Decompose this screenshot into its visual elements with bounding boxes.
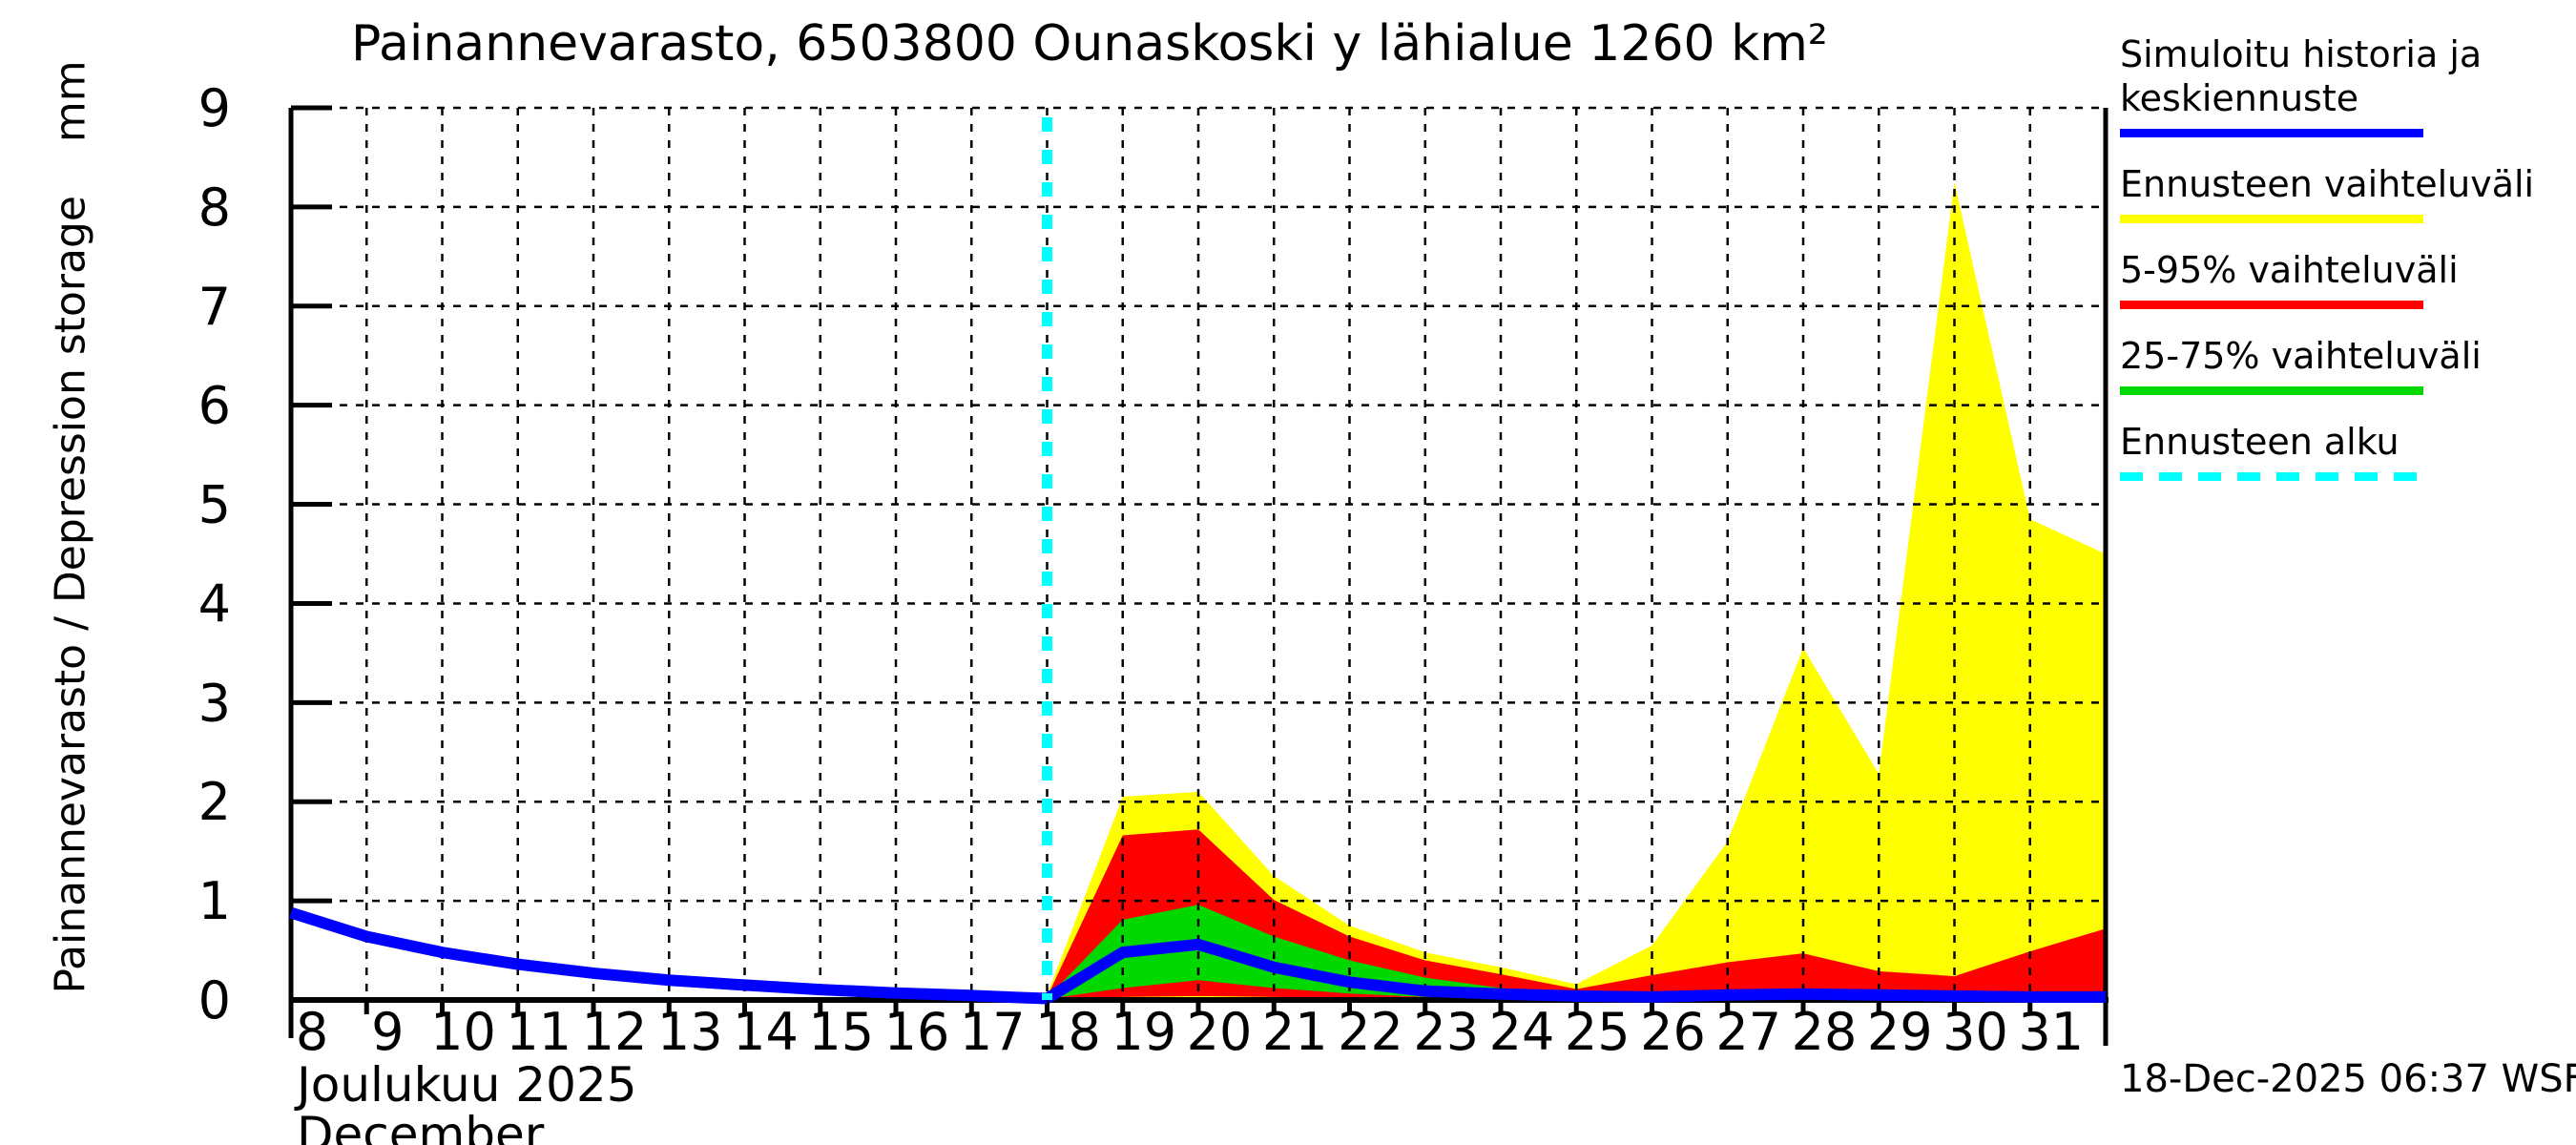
x-tick-label-29: 29	[1867, 1002, 1933, 1062]
x-tick-label-27: 27	[1715, 1002, 1781, 1062]
y-tick-label-5: 5	[198, 475, 231, 535]
legend: Simuloitu historia ja keskiennuste Ennus…	[2120, 32, 2568, 506]
x-tick-label-14: 14	[733, 1002, 799, 1062]
forecast-median-line	[1044, 938, 2106, 1004]
x-tick-label-31: 31	[2018, 1002, 2084, 1062]
x-tick-label-30: 30	[1942, 1002, 2008, 1062]
x-axis-month-label-finnish: Joulukuu 2025	[297, 1057, 637, 1113]
x-tick-label-26: 26	[1640, 1002, 1706, 1062]
legend-swatch-forecast-range	[2120, 215, 2423, 223]
legend-item-forecast-start: Ennusteen alku	[2120, 420, 2568, 481]
legend-label-history: Simuloitu historia ja keskiennuste	[2120, 33, 2483, 119]
x-tick-label-9: 9	[371, 1002, 404, 1062]
x-tick-label-24: 24	[1489, 1002, 1555, 1062]
x-tick-label-21: 21	[1262, 1002, 1328, 1062]
y-tick-label-0: 0	[198, 970, 231, 1030]
y-tick-label-3: 3	[198, 673, 231, 733]
chart-title: Painannevarasto, 6503800 Ounaskoski y lä…	[351, 15, 1828, 73]
legend-label-forecast-range: Ennusteen vaihteluväli	[2120, 163, 2535, 205]
legend-swatch-5-95-range	[2120, 301, 2423, 309]
y-tick-label-4: 4	[198, 573, 231, 634]
y-tick-label-6: 6	[198, 376, 231, 436]
x-tick-label-8: 8	[296, 1002, 328, 1062]
x-tick-label-16: 16	[884, 1002, 950, 1062]
y-tick-label-7: 7	[198, 277, 231, 337]
x-tick-label-23: 23	[1413, 1002, 1479, 1062]
history-median-line	[289, 906, 1048, 1005]
x-tick-label-15: 15	[808, 1002, 874, 1062]
y-tick-label-9: 9	[198, 78, 231, 138]
x-tick-label-19: 19	[1111, 1002, 1176, 1062]
legend-swatch-history-line	[2120, 129, 2423, 137]
legend-item-forecast-range: Ennusteen vaihteluväli	[2120, 162, 2568, 223]
legend-swatch-forecast-start	[2120, 472, 2423, 481]
y-tick-label-1: 1	[198, 871, 231, 931]
y-tick-label-2: 2	[198, 772, 231, 832]
x-tick-label-12: 12	[582, 1002, 648, 1062]
x-tick-label-18: 18	[1035, 1002, 1101, 1062]
x-tick-label-11: 11	[506, 1002, 571, 1062]
x-tick-label-22: 22	[1338, 1002, 1403, 1062]
legend-item-history: Simuloitu historia ja keskiennuste	[2120, 32, 2568, 137]
y-tick-label-8: 8	[198, 177, 231, 238]
x-axis-month-label-english: December	[297, 1107, 545, 1145]
legend-label-25-75-range: 25-75% vaihteluväli	[2120, 335, 2482, 377]
legend-swatch-25-75-range	[2120, 386, 2423, 395]
legend-label-5-95-range: 5-95% vaihteluväli	[2120, 249, 2459, 291]
x-tick-label-10: 10	[430, 1002, 496, 1062]
x-tick-label-25: 25	[1565, 1002, 1631, 1062]
band-forecast-min-max	[1047, 181, 2106, 1000]
legend-label-forecast-start: Ennusteen alku	[2120, 421, 2399, 463]
legend-item-5-95-range: 5-95% vaihteluväli	[2120, 248, 2568, 309]
x-tick-label-28: 28	[1792, 1002, 1858, 1062]
x-tick-label-17: 17	[960, 1002, 1026, 1062]
x-tick-label-13: 13	[657, 1002, 723, 1062]
legend-item-25-75-range: 25-75% vaihteluväli	[2120, 334, 2568, 395]
x-tick-label-20: 20	[1187, 1002, 1253, 1062]
